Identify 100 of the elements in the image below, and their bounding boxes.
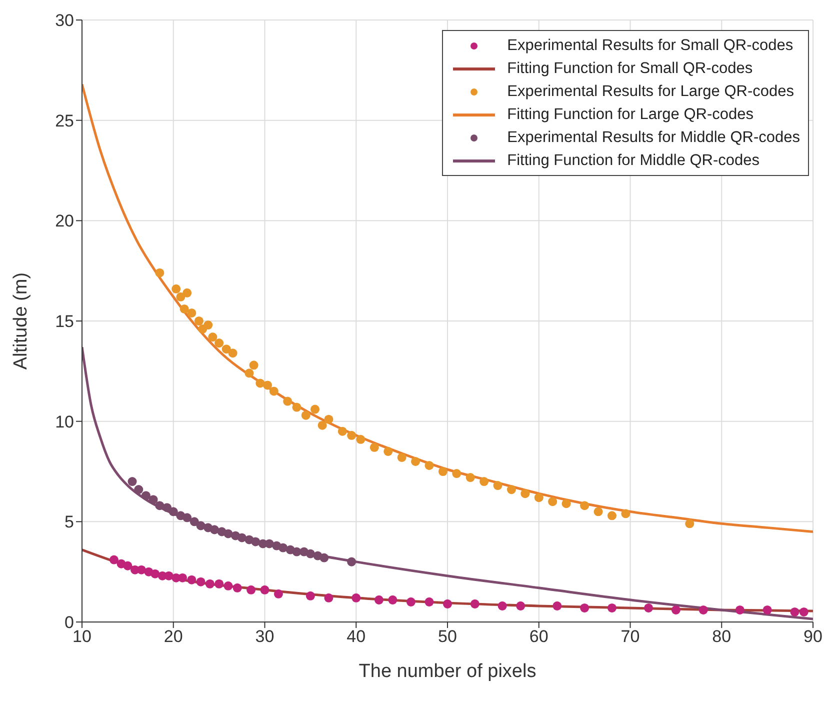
point: [735, 605, 744, 614]
point: [278, 543, 288, 552]
point: [466, 473, 475, 482]
point: [224, 581, 233, 590]
point: [406, 597, 416, 606]
x-tick-label: 80: [712, 627, 732, 646]
x-tick-label: 50: [438, 627, 457, 646]
point: [237, 533, 246, 542]
point: [698, 605, 708, 614]
point: [506, 485, 516, 494]
point: [162, 503, 172, 512]
point: [424, 460, 434, 470]
point: [493, 481, 502, 490]
legend-label: Experimental Results for Middle QR-codes: [507, 128, 800, 148]
point: [301, 410, 310, 420]
point: [187, 575, 196, 584]
y-tick-label: 5: [64, 512, 74, 532]
point: [292, 402, 302, 412]
legend-label: Fitting Function for Small QR-codes: [507, 59, 753, 79]
x-tick-label: 70: [620, 627, 640, 646]
point: [580, 501, 590, 510]
point: [397, 452, 406, 462]
x-axis-title: The number of pixels: [358, 661, 536, 682]
point: [246, 585, 256, 594]
point: [438, 466, 448, 476]
point: [274, 589, 283, 598]
point: [262, 380, 272, 390]
point: [260, 585, 270, 594]
legend-label: Fitting Function for Middle QR-codes: [507, 151, 760, 171]
point: [182, 288, 192, 298]
y-tick-label: 0: [64, 613, 74, 632]
point: [176, 292, 186, 302]
point: [232, 583, 242, 592]
point: [155, 268, 164, 278]
point: [384, 446, 393, 456]
point: [347, 430, 356, 440]
legend-label: Experimental Results for Small QR-codes: [507, 36, 794, 56]
point: [128, 477, 137, 486]
point: [224, 529, 233, 538]
point: [790, 607, 800, 616]
point: [306, 591, 315, 600]
point: [762, 605, 772, 614]
point: [155, 501, 164, 510]
point: [123, 561, 132, 570]
point: [134, 485, 144, 494]
point: [172, 284, 181, 294]
point: [109, 555, 118, 564]
line-series: [82, 548, 813, 612]
point: [644, 603, 654, 612]
point: [374, 595, 384, 604]
x-tick-label: 90: [804, 627, 822, 646]
x-tick-label: 30: [255, 627, 274, 646]
point: [516, 601, 526, 610]
point: [249, 360, 258, 370]
point: [411, 456, 420, 466]
legend-label: Fitting Function for Large QR-codes: [507, 105, 754, 125]
point: [283, 396, 292, 406]
point: [228, 348, 238, 358]
point: [306, 549, 315, 558]
x-tick-label: 20: [164, 627, 183, 646]
point: [324, 593, 334, 602]
point: [607, 511, 616, 520]
point: [196, 577, 206, 586]
point: [799, 607, 808, 616]
point: [470, 599, 480, 608]
point: [178, 573, 188, 582]
point: [534, 493, 544, 502]
point: [244, 368, 254, 378]
point: [480, 477, 489, 486]
x-tick-label: 60: [529, 627, 548, 646]
point: [168, 507, 178, 516]
point: [498, 601, 507, 610]
y-tick-label: 20: [55, 212, 74, 231]
point: [671, 605, 680, 614]
point: [607, 603, 616, 612]
point: [310, 404, 320, 414]
point: [214, 579, 224, 588]
y-tick-label: 15: [55, 312, 74, 332]
point: [347, 557, 356, 566]
point: [196, 521, 206, 530]
point: [318, 420, 327, 430]
point: [208, 332, 218, 342]
point: [548, 497, 558, 506]
legend-label: Experimental Results for Large QR-codes: [507, 82, 794, 102]
y-tick-label: 30: [55, 11, 74, 30]
point: [580, 603, 590, 612]
point: [442, 599, 452, 608]
point: [269, 386, 278, 396]
point: [452, 469, 462, 478]
point: [251, 537, 260, 546]
y-tick-label: 10: [55, 412, 74, 432]
point: [148, 495, 158, 504]
point: [222, 344, 231, 354]
point: [356, 434, 366, 444]
point: [210, 525, 220, 534]
point: [562, 499, 571, 508]
point: [552, 601, 562, 610]
point: [194, 316, 204, 326]
point: [204, 320, 213, 330]
point: [338, 426, 347, 436]
